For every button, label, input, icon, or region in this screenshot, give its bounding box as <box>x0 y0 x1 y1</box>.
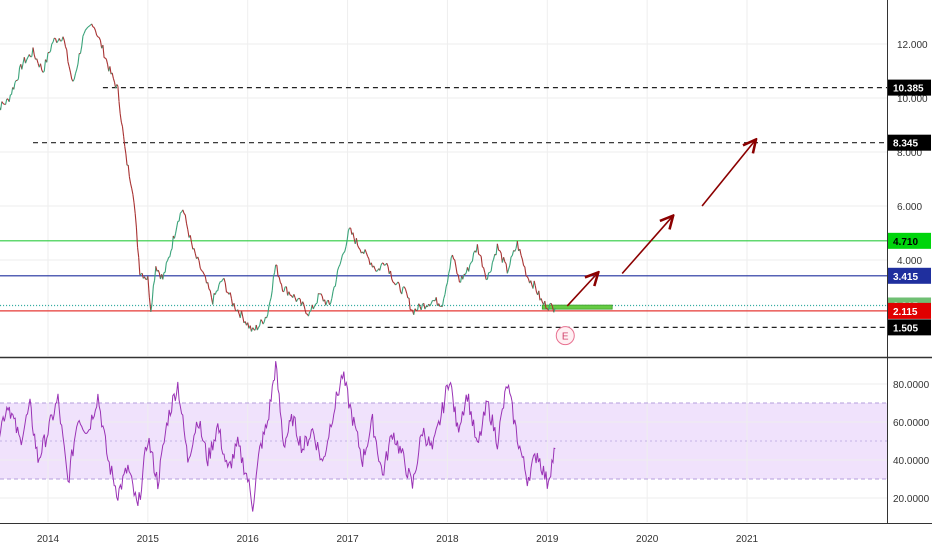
price-series-segment <box>376 271 377 272</box>
price-series-segment <box>479 254 480 255</box>
price-badge-label: 4.710 <box>893 237 918 248</box>
event-marker-label: E <box>562 332 569 343</box>
time-tick-label: 2021 <box>736 534 759 545</box>
price-series-segment <box>316 303 317 304</box>
time-tick-label: 2019 <box>536 534 559 545</box>
price-tick-label: 6.000 <box>897 202 922 213</box>
price-series-segment <box>526 276 527 277</box>
oscillator-band <box>0 403 887 479</box>
price-badge-label: 8.345 <box>893 139 918 150</box>
time-tick-label: 2020 <box>636 534 659 545</box>
price-series-segment <box>384 265 385 266</box>
price-badge-label: 1.505 <box>893 323 918 334</box>
price-series-segment <box>457 274 458 275</box>
price-badge-label: 10.385 <box>893 84 924 95</box>
time-tick-label: 2017 <box>336 534 359 545</box>
oscillator-tick-label: 60.0000 <box>893 418 930 429</box>
price-series-segment <box>393 282 394 283</box>
price-badge-label: 2.115 <box>893 307 918 318</box>
price-tick-label: 10.000 <box>897 94 928 105</box>
price-series-segment <box>482 267 483 268</box>
time-tick-label: 2016 <box>237 534 260 545</box>
price-series-segment <box>93 27 94 28</box>
price-series-segment <box>88 26 89 27</box>
price-series-segment <box>299 298 300 299</box>
price-tick-label: 4.000 <box>897 256 922 267</box>
price-series-segment <box>98 37 99 38</box>
time-tick-label: 2015 <box>137 534 160 545</box>
oscillator-tick-label: 20.0000 <box>893 494 930 505</box>
oscillator-tick-label: 40.0000 <box>893 456 930 467</box>
price-tick-label: 12.000 <box>897 40 928 51</box>
oscillator-tick-label: 80.0000 <box>893 380 930 391</box>
price-series-segment <box>169 257 170 258</box>
price-badge-label: 3.415 <box>893 272 918 283</box>
price-series-segment <box>278 276 279 277</box>
price-series-segment <box>3 103 4 104</box>
time-tick-label: 2018 <box>436 534 459 545</box>
price-series-segment <box>140 274 141 275</box>
time-tick-label: 2014 <box>37 534 60 545</box>
price-series-segment <box>454 259 455 260</box>
